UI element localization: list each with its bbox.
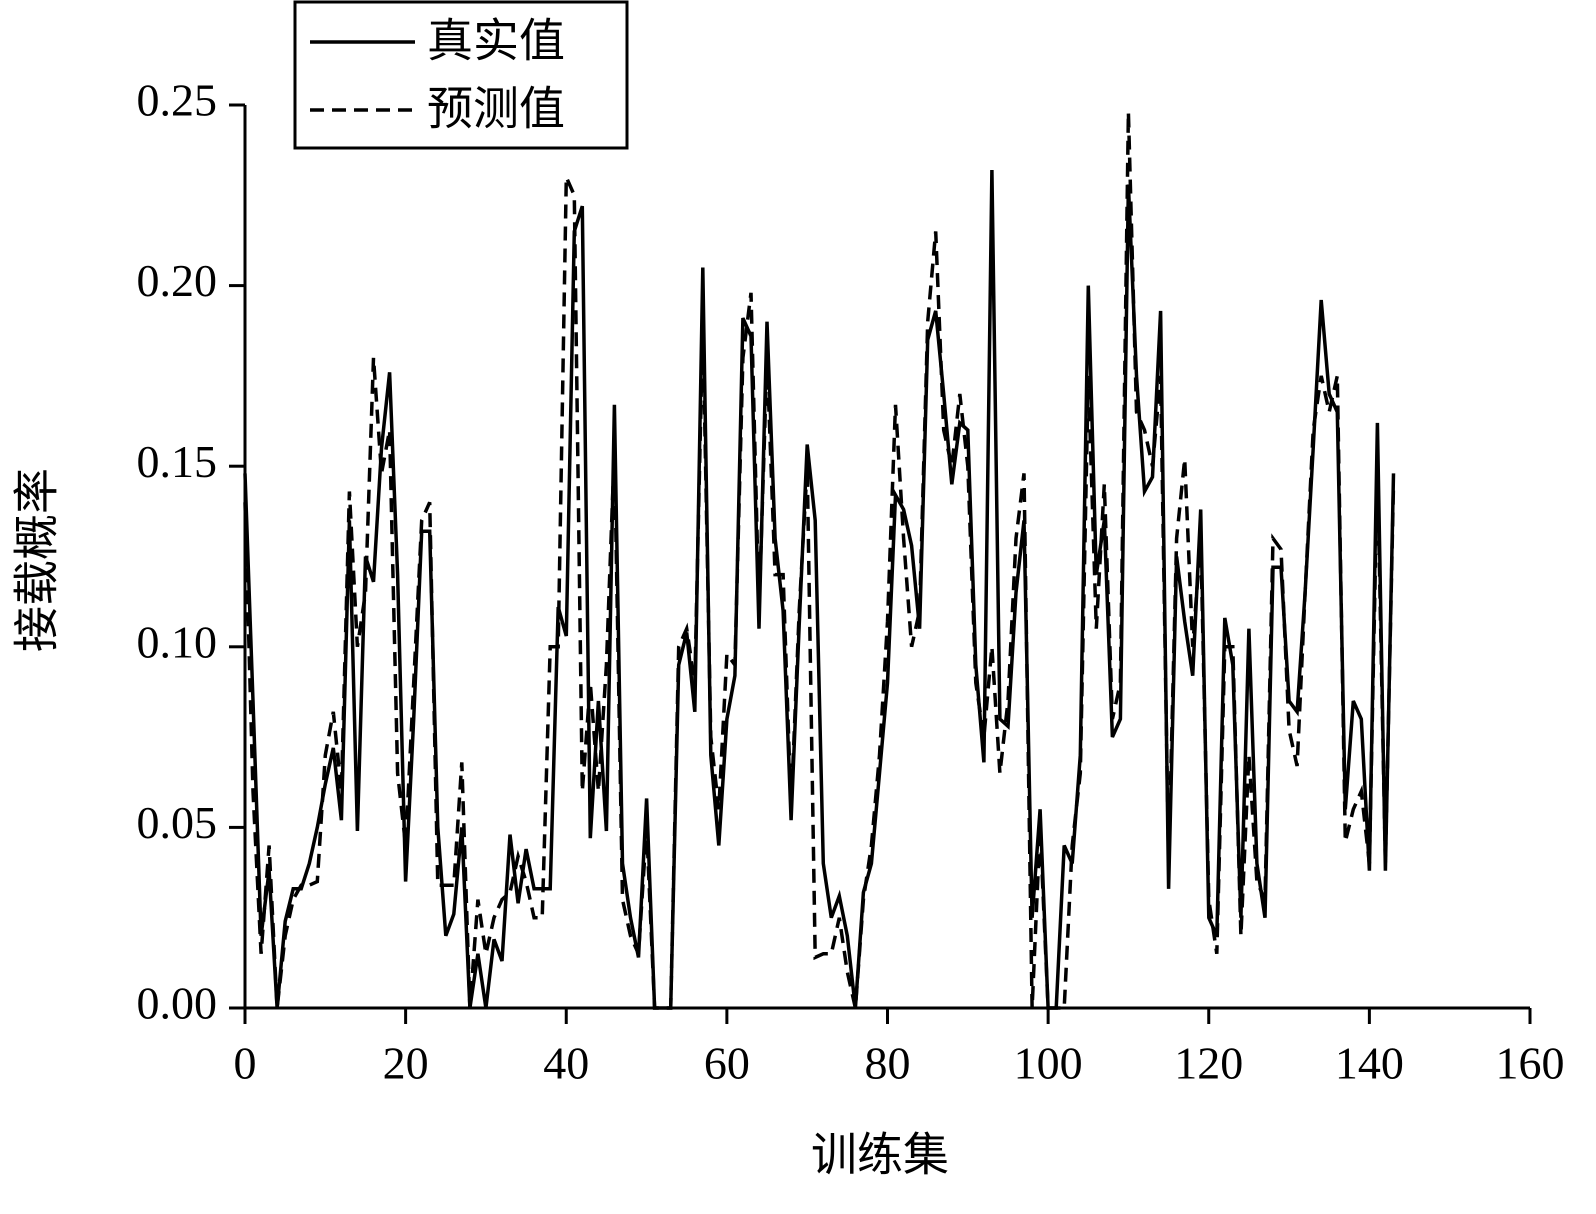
legend-label: 真实值 xyxy=(427,16,565,67)
x-tick-label: 0 xyxy=(234,1038,257,1089)
y-tick-label: 0.10 xyxy=(137,616,218,667)
y-tick-label: 0.00 xyxy=(137,978,218,1029)
y-tick-label: 0.05 xyxy=(137,797,218,848)
legend-label: 预测值 xyxy=(427,84,565,135)
series-line xyxy=(243,112,1396,1010)
y-tick-label: 0.15 xyxy=(137,436,218,487)
x-tick-label: 60 xyxy=(704,1038,750,1089)
x-tick-label: 160 xyxy=(1496,1038,1565,1089)
x-tick-label: 40 xyxy=(543,1038,589,1089)
y-tick-label: 0.25 xyxy=(137,75,218,126)
x-tick-label: 140 xyxy=(1335,1038,1404,1089)
y-axis-label: 接载概率 xyxy=(12,468,63,652)
y-tick-label: 0.20 xyxy=(137,255,218,306)
x-tick-label: 100 xyxy=(1014,1038,1083,1089)
x-axis-label: 训练集 xyxy=(811,1130,949,1181)
legend-box xyxy=(293,0,629,150)
x-tick-label: 120 xyxy=(1174,1038,1243,1089)
x-tick-label: 80 xyxy=(865,1038,911,1089)
x-tick-label: 20 xyxy=(383,1038,429,1089)
